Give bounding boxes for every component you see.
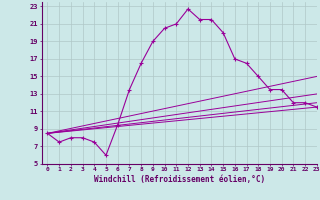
X-axis label: Windchill (Refroidissement éolien,°C): Windchill (Refroidissement éolien,°C) — [94, 175, 265, 184]
